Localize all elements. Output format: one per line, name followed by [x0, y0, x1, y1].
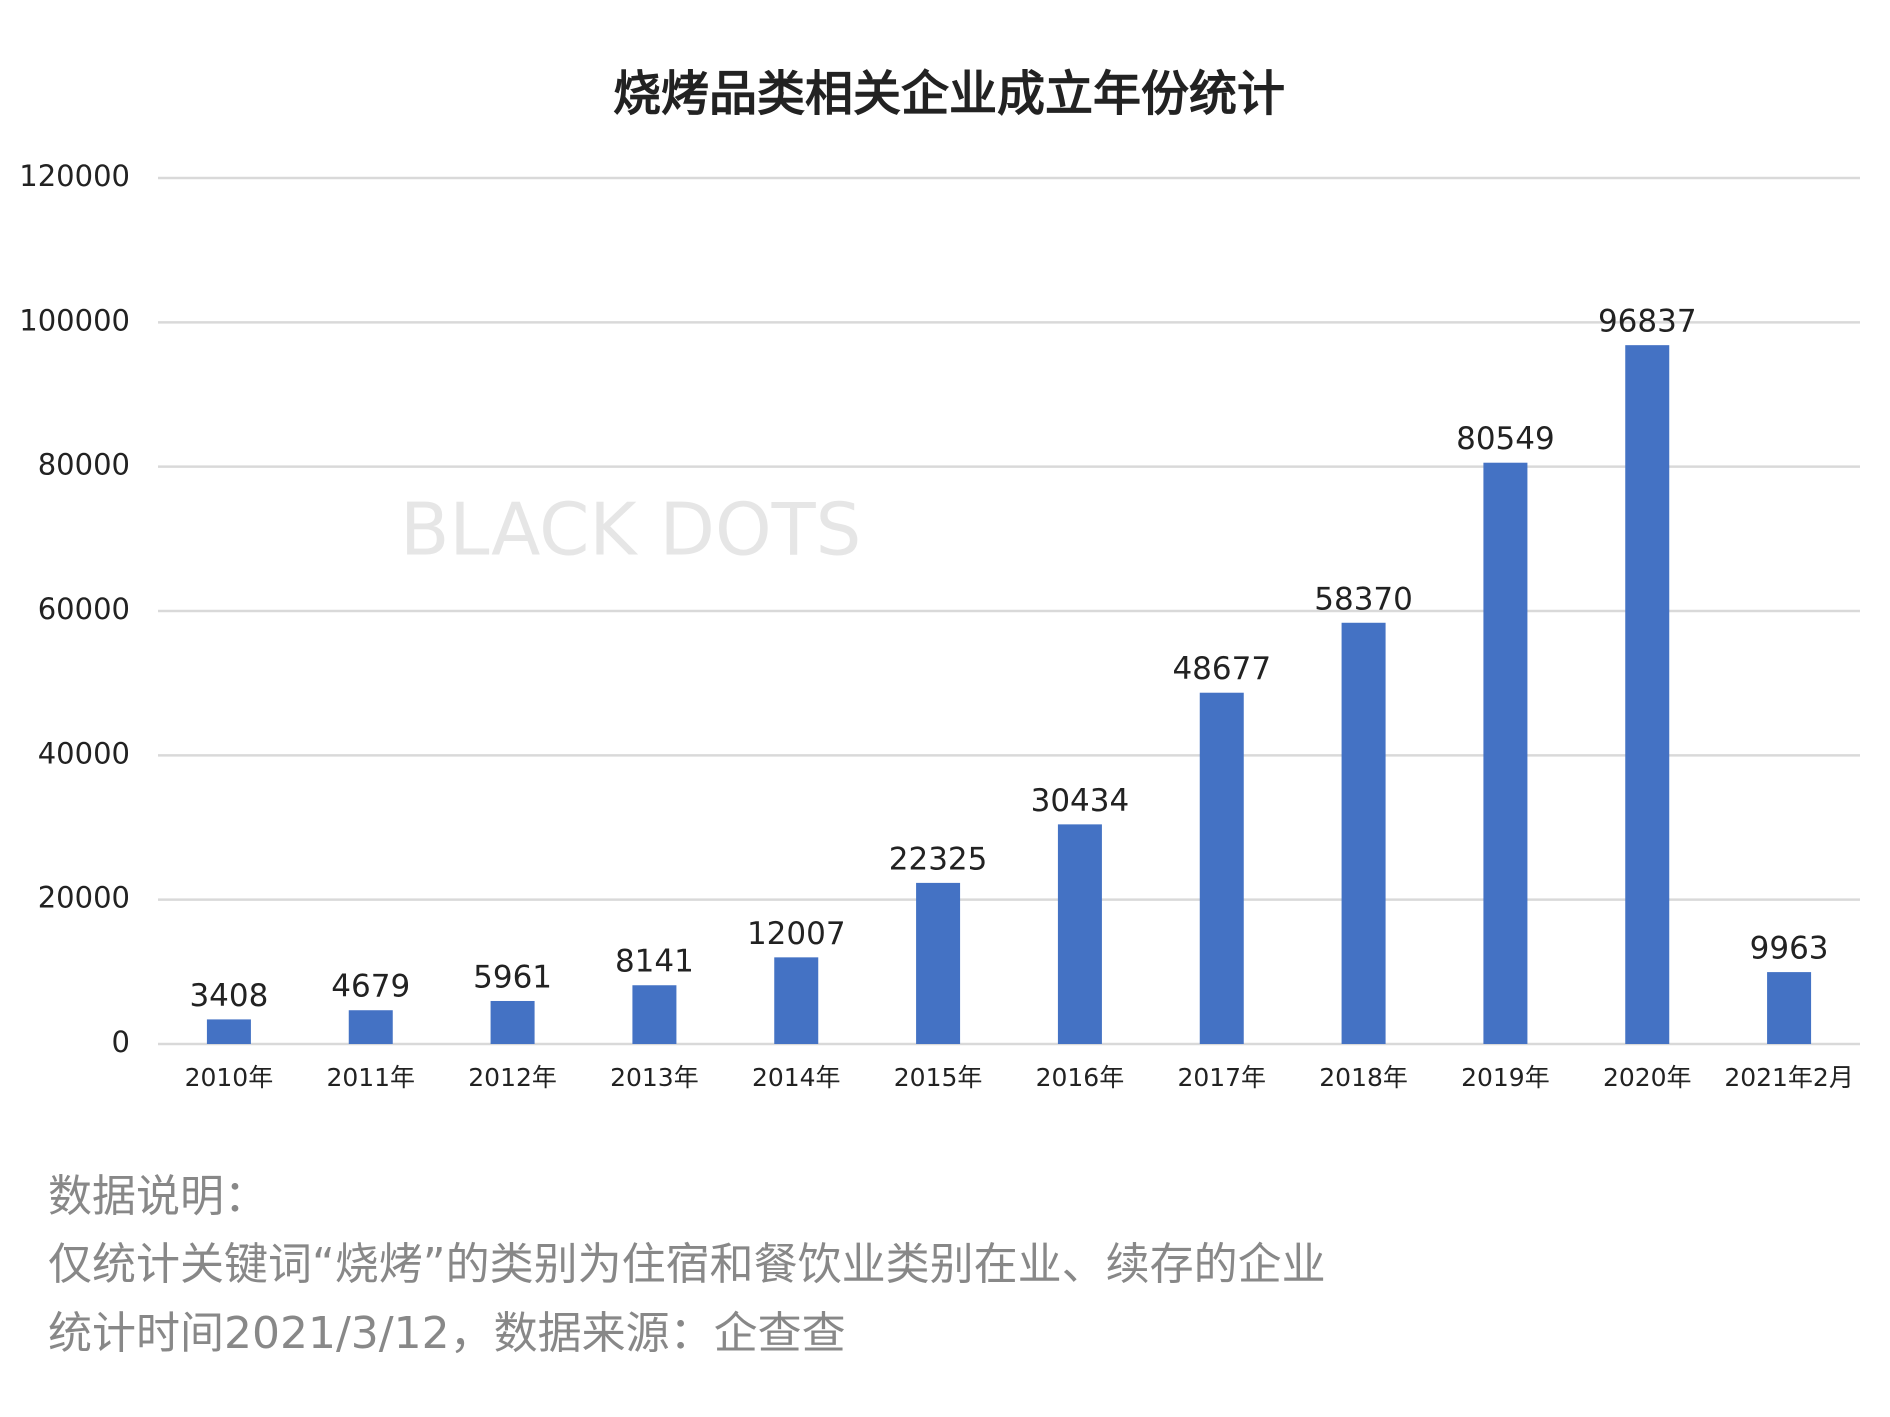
data-label: 22325 [889, 841, 988, 877]
y-tick-label: 40000 [38, 736, 130, 770]
bar [1057, 824, 1102, 1044]
x-tick-label: 2013年 [610, 1063, 699, 1092]
bar [774, 957, 819, 1044]
y-tick-label: 120000 [19, 159, 130, 193]
data-label: 96837 [1598, 304, 1697, 340]
data-label: 8141 [615, 944, 694, 980]
data-label: 80549 [1456, 421, 1555, 457]
note: 数据说明： [48, 1171, 268, 1222]
x-tick-label: 2016年 [1036, 1063, 1125, 1092]
bar [348, 1010, 393, 1044]
data-label: 5961 [473, 959, 552, 995]
x-tick-label: 2011年 [326, 1063, 415, 1092]
data-label: 58370 [1314, 581, 1413, 617]
x-tick-label: 2015年 [894, 1063, 983, 1092]
chart-title: 烧烤品类相关企业成立年份统计 [613, 66, 1285, 122]
x-tick-label: 2017年 [1177, 1063, 1266, 1092]
bar [1767, 972, 1812, 1044]
bar [490, 1000, 535, 1044]
x-tick-label: 2019年 [1461, 1063, 1550, 1092]
bar [632, 985, 677, 1044]
data-label: 48677 [1172, 651, 1271, 687]
bar [1483, 462, 1528, 1044]
x-tick-label: 2021年2月 [1724, 1063, 1854, 1092]
y-tick-label: 20000 [38, 881, 130, 915]
y-tick-label: 60000 [38, 592, 130, 626]
y-tick-label: 80000 [38, 448, 130, 482]
x-tick-label: 2018年 [1319, 1063, 1408, 1092]
data-label: 30434 [1031, 783, 1130, 819]
data-label: 9963 [1750, 931, 1829, 967]
bar [1199, 692, 1244, 1044]
bar [206, 1019, 251, 1044]
bar [916, 882, 961, 1044]
bar [1341, 622, 1386, 1044]
data-label: 12007 [747, 916, 846, 952]
bar [1625, 345, 1670, 1044]
note: 仅统计关键词“烧烤”的类别为住宿和餐饮业类别在业、续存的企业 [48, 1239, 1326, 1290]
data-label: 3408 [189, 978, 268, 1014]
x-tick-label: 2010年 [185, 1063, 274, 1092]
note: 统计时间2021/3/12，数据来源：企查查 [48, 1308, 846, 1359]
data-label: 4679 [331, 969, 410, 1005]
watermark: BLACK DOTS [400, 488, 861, 572]
y-tick-label: 100000 [19, 303, 130, 337]
y-tick-label: 0 [112, 1025, 130, 1059]
x-tick-label: 2020年 [1603, 1063, 1692, 1092]
x-tick-label: 2014年 [752, 1063, 841, 1092]
x-tick-label: 2012年 [468, 1063, 557, 1092]
